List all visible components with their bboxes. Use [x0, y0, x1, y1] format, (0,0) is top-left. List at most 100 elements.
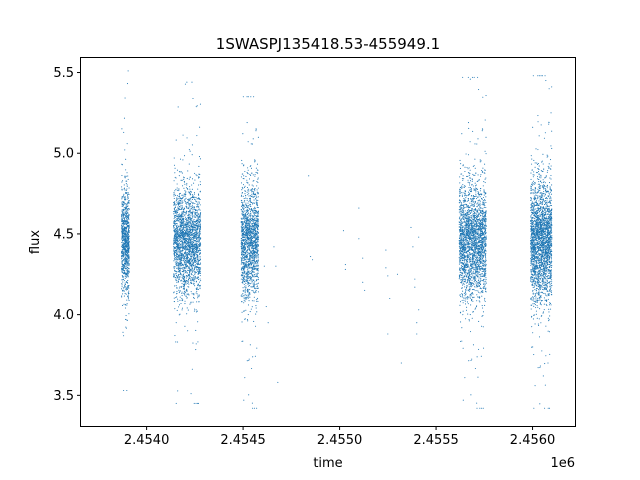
data-point	[125, 215, 127, 217]
data-point	[247, 236, 249, 238]
data-point	[179, 296, 181, 298]
data-point	[245, 197, 247, 199]
data-point	[126, 83, 129, 85]
data-point	[128, 268, 130, 270]
data-point	[128, 265, 130, 267]
data-point	[197, 297, 199, 299]
data-point	[125, 327, 127, 329]
data-point	[182, 217, 184, 219]
data-point	[187, 237, 189, 239]
data-point	[126, 213, 128, 215]
data-point	[180, 259, 182, 261]
data-point	[185, 218, 187, 220]
data-point	[253, 252, 255, 254]
data-point	[122, 249, 124, 251]
data-point	[199, 184, 201, 186]
data-point	[256, 262, 258, 264]
data-point	[198, 260, 201, 262]
data-point	[183, 181, 186, 183]
data-point	[184, 244, 186, 246]
data-point	[248, 274, 250, 276]
data-point	[177, 252, 179, 254]
data-point	[123, 267, 125, 269]
data-point	[180, 267, 182, 269]
data-point	[177, 237, 179, 239]
data-point	[253, 218, 255, 221]
data-point	[244, 248, 246, 250]
data-point	[187, 203, 189, 205]
data-point	[248, 215, 250, 217]
data-point	[188, 283, 190, 285]
data-point	[190, 393, 192, 395]
data-point	[197, 234, 200, 236]
data-point	[176, 248, 178, 250]
data-point	[199, 213, 201, 215]
data-point	[199, 204, 201, 206]
data-point	[477, 214, 479, 216]
data-point	[126, 288, 128, 290]
data-point	[173, 240, 175, 242]
data-point	[180, 227, 182, 229]
data-point	[250, 205, 252, 208]
data-point	[179, 262, 181, 264]
data-point	[257, 270, 259, 272]
data-point	[182, 226, 184, 228]
data-point	[186, 184, 188, 186]
data-point	[253, 291, 255, 293]
data-point	[177, 202, 179, 204]
data-point	[249, 262, 251, 264]
data-point	[197, 254, 199, 256]
data-point	[189, 269, 191, 271]
data-point	[192, 237, 194, 239]
data-point	[198, 176, 200, 178]
data-point	[248, 239, 250, 241]
data-point	[244, 210, 246, 212]
data-point	[242, 226, 244, 228]
data-point	[192, 244, 194, 246]
data-point	[196, 287, 198, 289]
data-point	[253, 286, 255, 288]
data-point	[254, 262, 256, 264]
data-point	[127, 235, 129, 237]
data-point	[249, 251, 251, 253]
data-point	[190, 257, 193, 259]
data-point	[473, 281, 475, 283]
data-point	[196, 235, 198, 237]
data-point	[126, 304, 128, 306]
data-point	[127, 245, 129, 247]
data-point	[186, 237, 188, 240]
data-point	[126, 253, 128, 255]
data-point	[191, 279, 193, 281]
data-point	[256, 254, 258, 256]
data-point	[241, 201, 243, 203]
data-point	[247, 258, 249, 260]
data-point	[179, 246, 181, 248]
data-point	[179, 243, 181, 245]
data-point	[190, 232, 192, 234]
data-point	[195, 271, 197, 273]
data-point	[181, 207, 183, 209]
data-point	[186, 228, 188, 230]
data-point	[183, 234, 185, 236]
data-point	[247, 280, 249, 282]
data-point	[186, 246, 188, 248]
data-point	[241, 200, 243, 202]
data-point	[257, 207, 259, 209]
data-point	[248, 241, 250, 243]
data-point	[248, 300, 250, 302]
data-point	[123, 244, 125, 247]
data-point	[257, 181, 259, 184]
data-point	[193, 270, 195, 272]
data-point	[187, 218, 189, 220]
data-point	[185, 191, 187, 193]
data-point	[173, 238, 176, 240]
data-point	[193, 310, 195, 312]
data-point	[177, 240, 179, 242]
data-point	[244, 170, 246, 173]
data-point	[198, 268, 200, 270]
data-point	[173, 245, 175, 247]
data-point	[243, 216, 245, 218]
data-point	[195, 260, 197, 262]
data-point	[122, 278, 124, 280]
data-point	[174, 308, 176, 310]
